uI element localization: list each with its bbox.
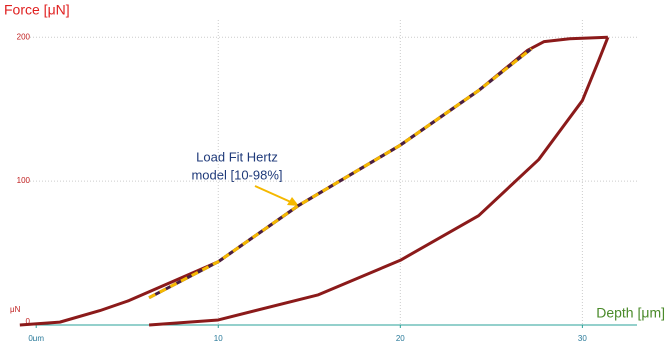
annotation-line: model [10-98%] [191, 167, 282, 182]
x-tick-label: 0μm [28, 334, 44, 341]
x-tick-label: 20 [396, 334, 405, 341]
x-tick-label: 10 [214, 334, 223, 341]
series-line [148, 47, 533, 299]
y-tick-label: 200 [17, 32, 31, 41]
y-tick-label: 100 [17, 176, 31, 185]
y-axis-title: Force [μN] [4, 2, 70, 18]
annotation-arrow [254, 185, 299, 206]
x-axis-title: Depth [μm] [596, 305, 665, 321]
y-unit: μN [10, 305, 21, 314]
y-tick-label: 0 [26, 317, 31, 326]
annotation-line: Load Fit Hertz [196, 149, 278, 164]
x-tick-label: 30 [578, 334, 587, 341]
series-line [148, 36, 610, 327]
